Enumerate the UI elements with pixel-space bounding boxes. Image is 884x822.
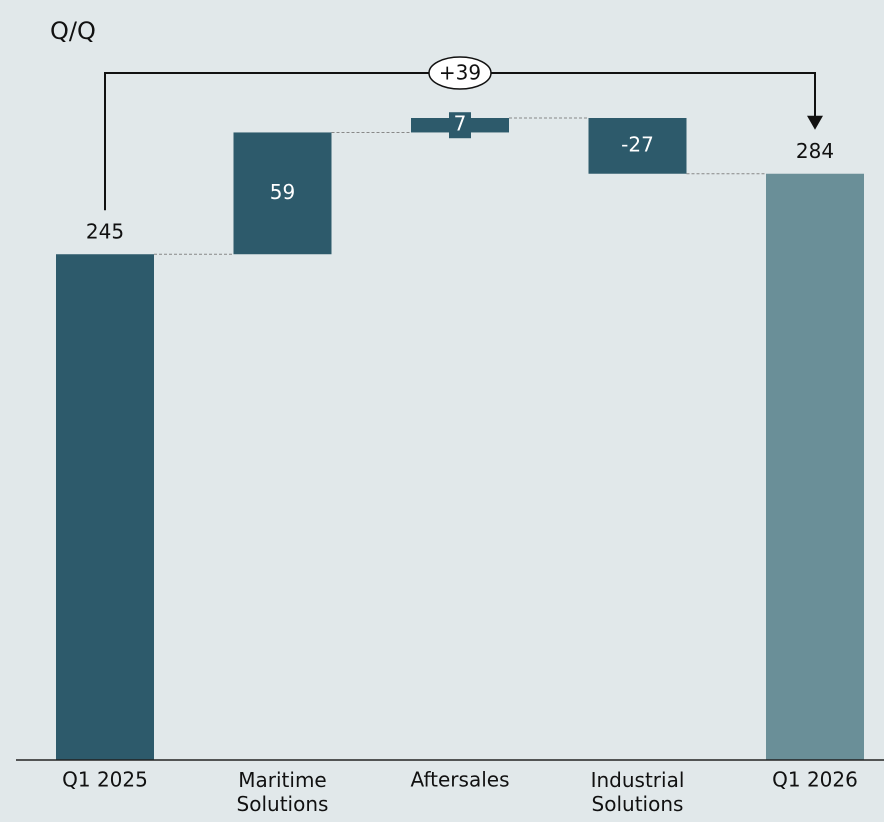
value-label: 7 xyxy=(454,112,467,136)
bar xyxy=(766,173,864,760)
x-tick-label: Q1 2025 xyxy=(62,768,148,792)
bar xyxy=(233,132,332,255)
x-tick-label: Q1 2026 xyxy=(772,768,858,792)
bar xyxy=(588,118,687,174)
x-tick-label-line: Industrial xyxy=(591,768,685,792)
value-label: 245 xyxy=(86,220,124,244)
x-tick-label: Industrial Solutions xyxy=(591,768,685,816)
x-tick-label: Maritime Solutions xyxy=(237,768,329,816)
annotation-oval xyxy=(428,56,492,90)
chart-title: Q/Q xyxy=(50,17,96,45)
bar xyxy=(56,254,154,760)
annotation: +39 xyxy=(439,61,481,85)
x-tick-label-line: Solutions xyxy=(592,792,684,816)
arrow-head xyxy=(807,115,823,130)
x-tick-label: Aftersales xyxy=(411,768,510,792)
value-label: -27 xyxy=(621,132,654,156)
value-label: 284 xyxy=(796,139,834,163)
label-box xyxy=(449,112,471,139)
x-tick-label-line: Maritime xyxy=(238,768,326,792)
x-tick-label-line: Solutions xyxy=(237,792,329,816)
value-label: 59 xyxy=(270,180,295,204)
